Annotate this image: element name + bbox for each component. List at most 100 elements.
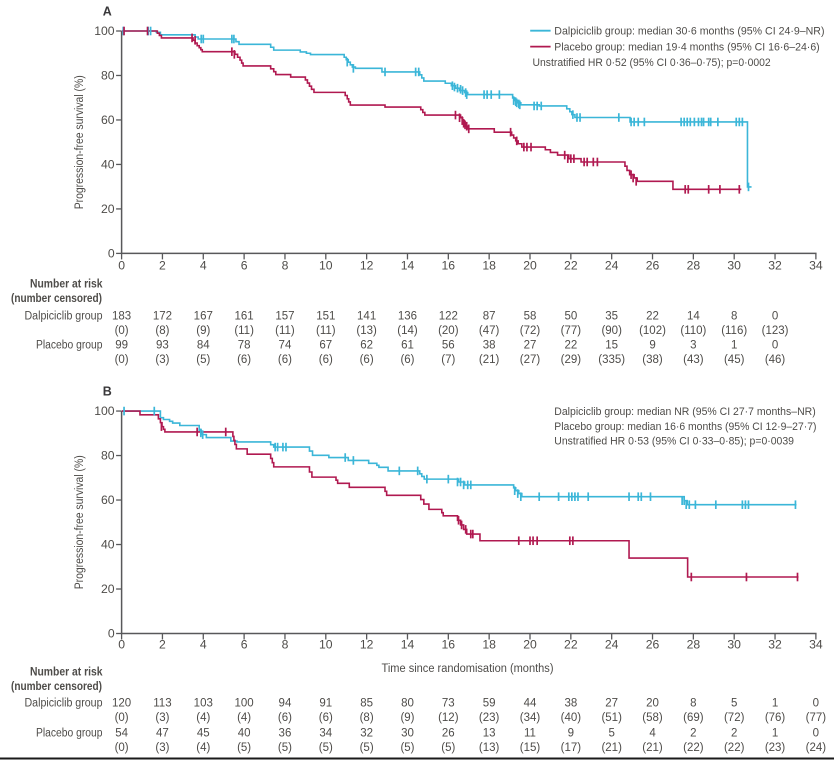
svg-text:34: 34 (809, 638, 823, 652)
svg-text:(13): (13) (356, 325, 377, 337)
svg-text:(4): (4) (196, 712, 210, 724)
svg-text:(24): (24) (806, 742, 827, 754)
svg-text:167: 167 (194, 311, 213, 323)
svg-text:16: 16 (442, 638, 456, 652)
svg-text:100: 100 (94, 404, 115, 418)
svg-text:(77): (77) (806, 712, 827, 724)
svg-text:78: 78 (238, 339, 251, 351)
svg-text:10: 10 (319, 638, 333, 652)
svg-text:113: 113 (153, 697, 171, 709)
svg-text:(51): (51) (601, 712, 622, 724)
svg-text:(22): (22) (724, 742, 745, 754)
svg-text:60: 60 (101, 113, 115, 127)
svg-text:30: 30 (727, 638, 741, 652)
svg-text:(5): (5) (319, 742, 333, 754)
svg-text:18: 18 (482, 638, 496, 652)
svg-text:50: 50 (564, 311, 577, 323)
svg-text:(number censored): (number censored) (11, 293, 102, 305)
svg-text:(21): (21) (601, 742, 622, 754)
svg-text:10: 10 (319, 258, 333, 272)
svg-text:(6): (6) (278, 354, 292, 366)
svg-text:(72): (72) (724, 712, 745, 724)
svg-text:(29): (29) (561, 354, 582, 366)
svg-text:93: 93 (156, 339, 169, 351)
svg-text:Progression-free survival (%): Progression-free survival (%) (74, 455, 86, 589)
svg-text:(0): (0) (115, 354, 129, 366)
svg-text:(3): (3) (155, 354, 169, 366)
svg-text:8: 8 (690, 697, 696, 709)
svg-text:Number at risk: Number at risk (30, 666, 103, 678)
svg-text:(123): (123) (762, 325, 789, 337)
svg-text:8: 8 (282, 638, 289, 652)
svg-text:20: 20 (523, 258, 537, 272)
svg-text:A: A (103, 5, 112, 19)
svg-text:(13): (13) (479, 742, 500, 754)
svg-text:87: 87 (483, 311, 496, 323)
svg-text:Placebo group: Placebo group (36, 339, 103, 351)
svg-text:32: 32 (360, 727, 373, 739)
svg-text:Progression-free survival (%): Progression-free survival (%) (74, 75, 86, 209)
svg-text:Dalpiciclib group: Dalpiciclib group (25, 311, 103, 323)
svg-text:12: 12 (360, 258, 374, 272)
svg-text:(58): (58) (642, 712, 663, 724)
svg-text:(8): (8) (155, 325, 169, 337)
svg-text:3: 3 (690, 339, 696, 351)
svg-text:(0): (0) (115, 325, 129, 337)
svg-text:40: 40 (101, 157, 115, 171)
svg-text:9: 9 (649, 339, 655, 351)
svg-text:94: 94 (279, 697, 292, 709)
svg-text:(11): (11) (316, 325, 336, 337)
svg-text:136: 136 (398, 311, 417, 323)
svg-text:(110): (110) (680, 325, 706, 337)
svg-text:(15): (15) (520, 742, 541, 754)
svg-text:59: 59 (483, 697, 496, 709)
svg-text:5: 5 (608, 727, 614, 739)
svg-text:141: 141 (357, 311, 376, 323)
svg-text:26: 26 (442, 727, 455, 739)
svg-text:14: 14 (687, 311, 700, 323)
svg-text:(45): (45) (724, 354, 745, 366)
svg-text:84: 84 (197, 339, 210, 351)
svg-text:24: 24 (605, 258, 619, 272)
svg-text:(6): (6) (237, 354, 251, 366)
svg-text:Number at risk: Number at risk (30, 279, 103, 291)
svg-text:Dalpiciclib group: median 30·6: Dalpiciclib group: median 30·6 months (9… (554, 26, 824, 38)
svg-text:6: 6 (241, 258, 248, 272)
svg-text:22: 22 (646, 311, 659, 323)
svg-text:(6): (6) (400, 354, 414, 366)
svg-text:(3): (3) (155, 742, 169, 754)
svg-text:32: 32 (768, 258, 782, 272)
svg-text:(102): (102) (639, 325, 666, 337)
svg-text:(5): (5) (360, 742, 374, 754)
svg-text:6: 6 (241, 638, 248, 652)
svg-text:(21): (21) (479, 354, 500, 366)
svg-text:(335): (335) (598, 354, 625, 366)
svg-text:22: 22 (564, 339, 577, 351)
svg-text:91: 91 (319, 697, 332, 709)
svg-text:(5): (5) (237, 742, 251, 754)
svg-text:28: 28 (687, 258, 701, 272)
svg-text:8: 8 (282, 258, 289, 272)
svg-text:8: 8 (731, 311, 737, 323)
svg-text:28: 28 (687, 638, 701, 652)
svg-text:27: 27 (524, 339, 537, 351)
svg-text:Dalpiciclib group: median NR (: Dalpiciclib group: median NR (95% CI 27·… (554, 406, 815, 418)
svg-text:(4): (4) (237, 712, 251, 724)
svg-text:(5): (5) (196, 354, 210, 366)
svg-text:(7): (7) (441, 354, 455, 366)
svg-text:32: 32 (768, 638, 782, 652)
svg-text:4: 4 (200, 638, 207, 652)
svg-text:18: 18 (482, 258, 496, 272)
svg-text:35: 35 (605, 311, 618, 323)
svg-text:2: 2 (690, 727, 696, 739)
svg-text:80: 80 (101, 68, 115, 82)
svg-text:(number censored): (number censored) (11, 681, 102, 693)
svg-text:85: 85 (360, 697, 373, 709)
svg-text:5: 5 (731, 697, 737, 709)
svg-text:40: 40 (101, 538, 115, 552)
svg-text:161: 161 (235, 311, 254, 323)
svg-text:60: 60 (101, 493, 115, 507)
svg-text:Unstratified HR 0·53 (95% CI 0: Unstratified HR 0·53 (95% CI 0·33–0·85);… (554, 436, 794, 448)
svg-text:(76): (76) (765, 712, 786, 724)
svg-text:56: 56 (442, 339, 455, 351)
